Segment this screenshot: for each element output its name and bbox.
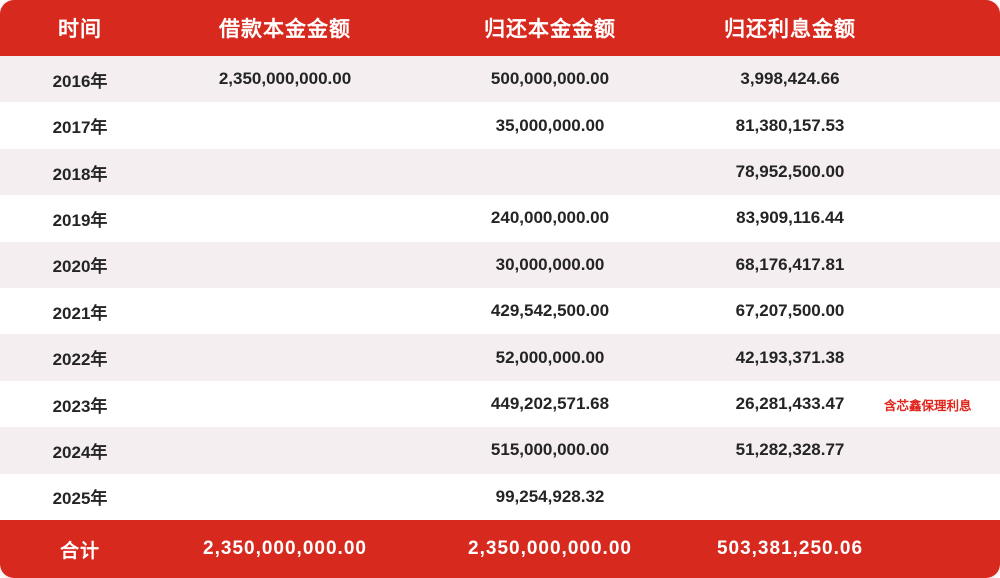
year-cell: 2019年 xyxy=(52,210,108,230)
column-header-repaid-principal: 归还本金金额 xyxy=(484,18,616,41)
repaid-principal-cell: 500,000,000.00 xyxy=(490,69,610,89)
total-repaid-principal: 2,350,000,000.00 xyxy=(468,538,632,560)
table-header-row: 时间 借款本金金额 归还本金金额 归还利息金额 xyxy=(0,0,1000,56)
total-loan-principal: 2,350,000,000.00 xyxy=(203,538,367,560)
repaid-interest-cell: 26,281,433.47 xyxy=(735,394,845,414)
repaid-interest-cell: 3,998,424.66 xyxy=(740,69,840,89)
repaid-interest-cell: 67,207,500.00 xyxy=(735,301,845,321)
table-row: 2016年 2,350,000,000.00 500,000,000.00 3,… xyxy=(0,56,1000,103)
loan-principal-cell: 2,350,000,000.00 xyxy=(218,69,352,89)
year-cell: 2017年 xyxy=(52,118,108,138)
year-cell: 2024年 xyxy=(52,442,108,462)
repaid-principal-cell: 429,542,500.00 xyxy=(490,301,610,321)
repaid-interest-cell: 83,909,116.44 xyxy=(736,208,844,228)
repaid-principal-cell: 99,254,928.32 xyxy=(495,486,605,506)
table-row: 2022年 52,000,000.00 42,193,371.38 xyxy=(0,334,1000,381)
table-row: 2023年 449,202,571.68 26,281,433.47 含芯鑫保理… xyxy=(0,380,1000,428)
interest-annotation: 含芯鑫保理利息 xyxy=(884,398,972,413)
table-row: 2024年 515,000,000.00 51,282,328.77 xyxy=(0,427,1000,474)
year-cell: 2023年 xyxy=(52,396,108,416)
repaid-principal-cell: 30,000,000.00 xyxy=(495,254,605,274)
table-row: 2025年 99,254,928.32 xyxy=(0,473,1000,521)
repaid-interest-cell: 42,193,371.38 xyxy=(735,347,845,367)
repaid-principal-cell: 449,202,571.68 xyxy=(490,394,610,414)
table-row: 2021年 429,542,500.00 67,207,500.00 xyxy=(0,288,1000,335)
year-cell: 2025年 xyxy=(52,489,108,509)
repaid-principal-cell: 52,000,000.00 xyxy=(495,347,605,367)
table-row: 2017年 35,000,000.00 81,380,157.53 xyxy=(0,102,1000,149)
repaid-interest-cell: 81,380,157.53 xyxy=(735,115,845,135)
year-cell: 2016年 xyxy=(52,71,108,91)
year-cell: 2018年 xyxy=(52,164,108,184)
column-header-loan-principal: 借款本金金额 xyxy=(219,18,351,41)
year-cell: 2020年 xyxy=(52,257,108,277)
repaid-principal-cell: 515,000,000.00 xyxy=(490,440,610,460)
total-label: 合计 xyxy=(59,540,100,562)
table-total-row: 合计 2,350,000,000.00 2,350,000,000.00 503… xyxy=(0,520,1000,578)
table-row: 2019年 240,000,000.00 83,909,116.44 xyxy=(0,195,1000,242)
year-cell: 2021年 xyxy=(52,303,108,323)
total-repaid-interest: 503,381,250.06 xyxy=(716,538,864,560)
repaid-interest-cell: 78,952,500.00 xyxy=(735,162,845,182)
repaid-principal-cell: 35,000,000.00 xyxy=(495,115,605,135)
column-header-time: 时间 xyxy=(58,18,102,41)
table-row: 2018年 78,952,500.00 xyxy=(0,148,1000,196)
repaid-interest-cell: 51,282,328.77 xyxy=(735,440,845,460)
repaid-principal-cell: 240,000,000.00 xyxy=(490,208,610,228)
year-cell: 2022年 xyxy=(52,350,108,370)
repaid-interest-cell: 68,176,417.81 xyxy=(735,254,845,274)
table-row: 2020年 30,000,000.00 68,176,417.81 xyxy=(0,241,1000,289)
column-header-repaid-interest: 归还利息金额 xyxy=(724,18,856,41)
